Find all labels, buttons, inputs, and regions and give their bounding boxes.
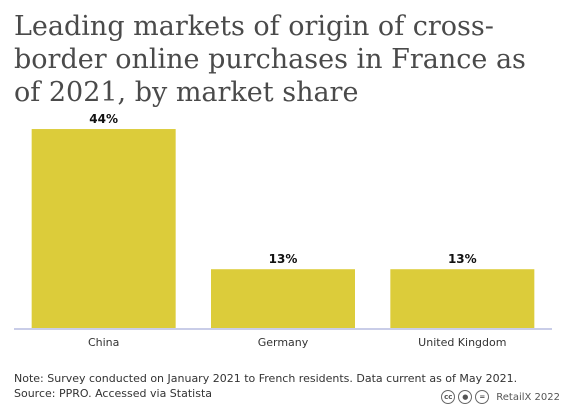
- note-text: Note: Survey conducted on January 2021 t…: [14, 372, 518, 385]
- data-label: 13%: [269, 252, 298, 266]
- equals-icon: =: [475, 390, 490, 404]
- chart-title: Leading markets of origin of cross-borde…: [14, 11, 526, 108]
- bar-united-kingdom: [390, 269, 535, 328]
- credit-text: RetailX 2022: [496, 391, 560, 403]
- license-credit: cc ● = RetailX 2022: [441, 388, 560, 406]
- by-icon: ●: [458, 390, 473, 404]
- bar-chart: 44% China 13% Germany 13% United Kingdom: [14, 112, 552, 349]
- labels-group: 44% China 13% Germany 13% United Kingdom: [88, 112, 507, 349]
- data-label: 44%: [89, 112, 118, 126]
- x-tick-label: Germany: [258, 336, 309, 349]
- source-text: Source: PPRO. Accessed via Statista: [14, 387, 212, 400]
- bars-group: [31, 129, 535, 328]
- data-label: 13%: [448, 252, 477, 266]
- x-tick-label: China: [88, 336, 119, 349]
- footnote: Note: Survey conducted on January 2021 t…: [14, 371, 562, 401]
- cc-icon: cc: [441, 390, 456, 404]
- x-tick-label: United Kingdom: [418, 336, 506, 349]
- bar-germany: [211, 269, 355, 328]
- bar-china: [31, 129, 176, 328]
